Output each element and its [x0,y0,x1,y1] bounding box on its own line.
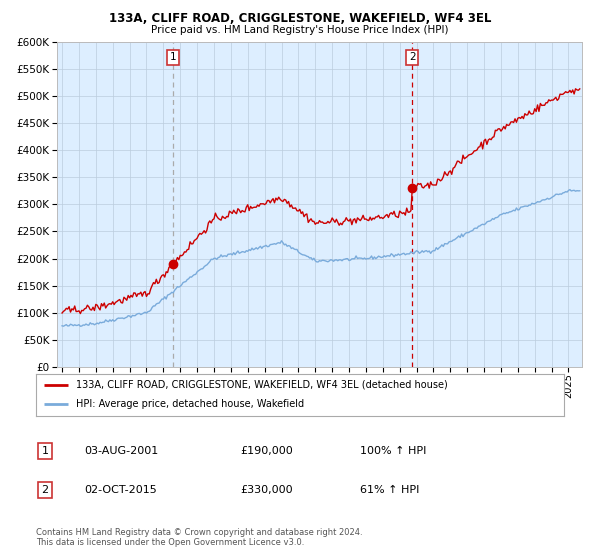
Text: 1: 1 [41,446,49,456]
Text: 03-AUG-2001: 03-AUG-2001 [84,446,158,456]
Text: 1: 1 [170,52,176,62]
Text: £190,000: £190,000 [240,446,293,456]
Text: HPI: Average price, detached house, Wakefield: HPI: Average price, detached house, Wake… [76,399,304,409]
Text: 133A, CLIFF ROAD, CRIGGLESTONE, WAKEFIELD, WF4 3EL (detached house): 133A, CLIFF ROAD, CRIGGLESTONE, WAKEFIEL… [76,380,448,390]
Text: Contains HM Land Registry data © Crown copyright and database right 2024.
This d: Contains HM Land Registry data © Crown c… [36,528,362,547]
Text: 2: 2 [409,52,416,62]
Text: 61% ↑ HPI: 61% ↑ HPI [360,485,419,495]
Text: Price paid vs. HM Land Registry's House Price Index (HPI): Price paid vs. HM Land Registry's House … [151,25,449,35]
Text: 2: 2 [41,485,49,495]
Text: 133A, CLIFF ROAD, CRIGGLESTONE, WAKEFIELD, WF4 3EL: 133A, CLIFF ROAD, CRIGGLESTONE, WAKEFIEL… [109,12,491,25]
Text: £330,000: £330,000 [240,485,293,495]
Text: 02-OCT-2015: 02-OCT-2015 [84,485,157,495]
Text: 100% ↑ HPI: 100% ↑ HPI [360,446,427,456]
